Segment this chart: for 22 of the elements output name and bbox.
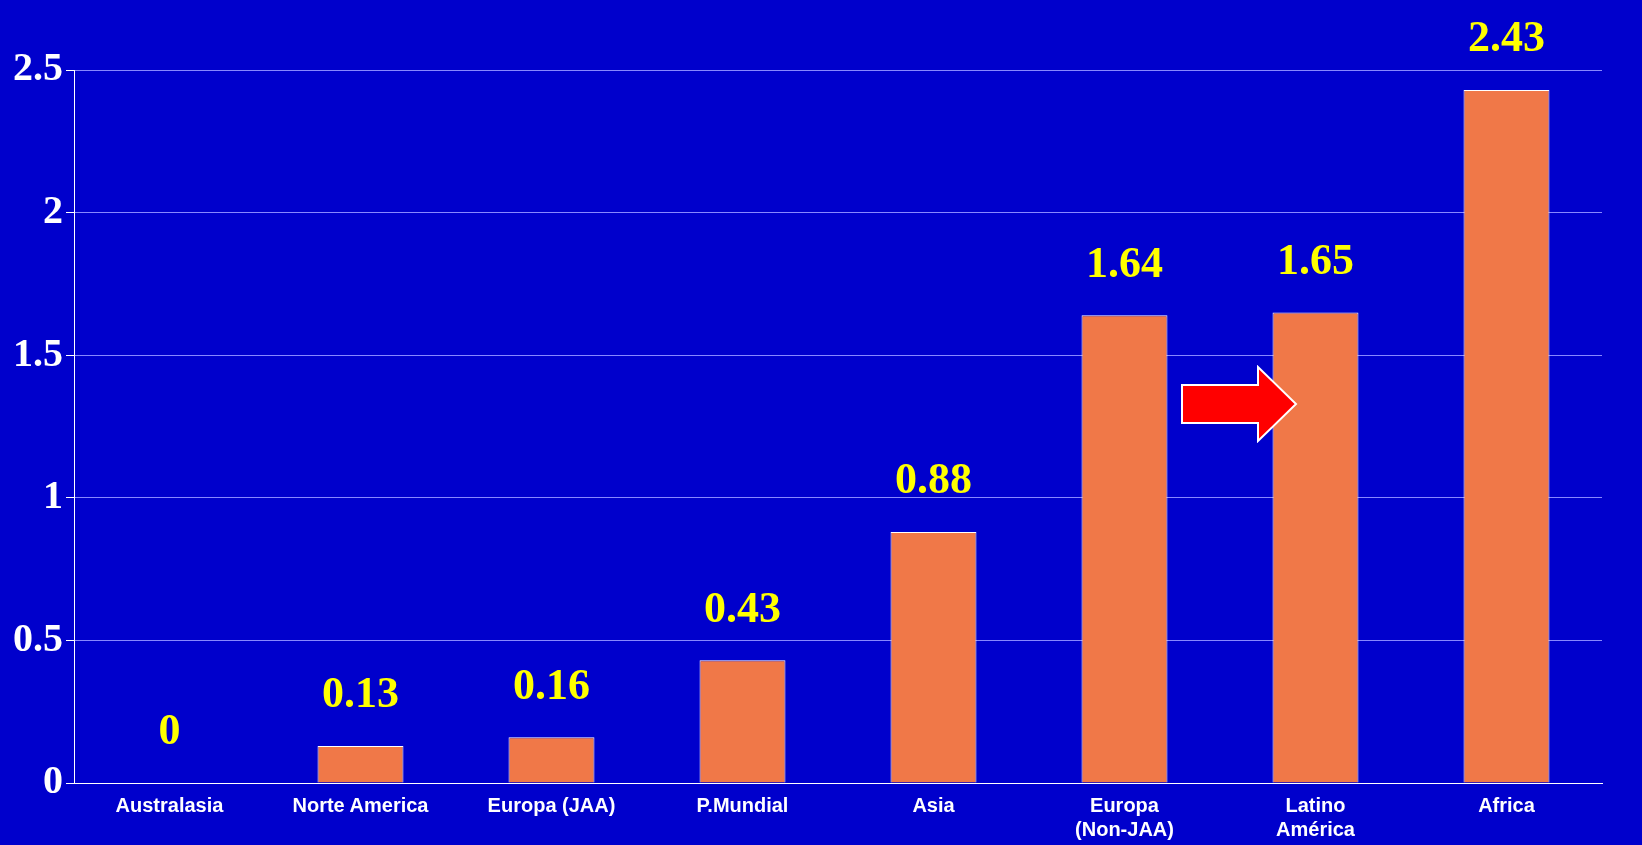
y-tick-label: 1 (43, 472, 63, 518)
y-tick-label: 2.5 (13, 44, 63, 90)
y-tick-label: 0.5 (13, 614, 63, 660)
x-tick-label: Norte America (292, 793, 430, 816)
data-label: 2.43 (1468, 12, 1545, 62)
x-tick-label: P.Mundial (696, 793, 789, 816)
data-label: 0 (158, 705, 181, 755)
x-tick-label: Africa (1478, 793, 1536, 816)
data-label: 1.65 (1277, 234, 1354, 284)
x-tick-label: Europa (JAA) (487, 793, 616, 816)
x-tick-label: Europa (Non-JAA) (1075, 793, 1174, 840)
y-tick-label: 0 (43, 757, 63, 803)
data-label: 0.13 (322, 668, 399, 718)
data-label: 0.88 (895, 454, 972, 504)
y-tick-label: 2 (43, 186, 63, 232)
y-tick-label: 1.5 (13, 329, 63, 375)
data-label: 0.16 (513, 659, 590, 709)
x-tick-label: Australasia (115, 793, 225, 816)
x-tick-label: Latino América (1276, 793, 1356, 840)
data-label: 1.64 (1086, 237, 1163, 287)
x-tick-label: Asia (912, 793, 956, 816)
data-label: 0.43 (704, 582, 781, 632)
